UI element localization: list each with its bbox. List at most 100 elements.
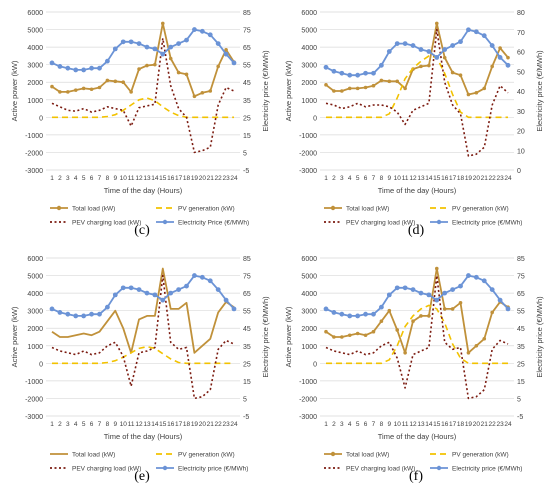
y-tick-label: 6000 — [27, 256, 43, 263]
x-tick-label: 11 — [402, 175, 409, 182]
y-tick-label: -2000 — [299, 396, 317, 403]
legend-swatch-marker — [436, 219, 442, 225]
x-tick-label: 9 — [113, 421, 117, 428]
data-point — [152, 292, 158, 298]
data-point — [410, 43, 416, 48]
y2-tick-label: 10 — [517, 148, 525, 155]
x-tick-label: 10 — [120, 421, 128, 428]
x-tick-label: 19 — [465, 175, 473, 182]
data-point — [394, 41, 400, 46]
data-point — [490, 310, 494, 315]
data-point — [339, 70, 345, 76]
y2-tick-label: 5 — [517, 396, 521, 403]
data-point — [474, 90, 479, 95]
x-tick-label: 15 — [159, 421, 167, 428]
data-point — [81, 313, 87, 319]
y-tick-label: 5000 — [27, 28, 43, 35]
data-point — [207, 278, 213, 284]
data-point — [223, 297, 229, 303]
x-tick-label: 14 — [151, 421, 159, 428]
x-tick-label: 10 — [394, 421, 402, 428]
data-point — [347, 313, 353, 319]
data-point — [427, 63, 431, 68]
data-point — [81, 86, 86, 91]
y-tick-label: 3000 — [301, 63, 317, 70]
x-tick-label: 13 — [143, 421, 151, 428]
y-tick-label: -1000 — [25, 379, 43, 386]
x-tick-label: 12 — [135, 421, 143, 428]
y-tick-label: 6000 — [27, 10, 43, 17]
x-tick-label: 9 — [113, 175, 117, 182]
x-tick-label: 20 — [473, 175, 481, 182]
data-point — [136, 287, 142, 292]
legend-label: Total load (kW) — [72, 452, 115, 459]
data-point — [105, 78, 110, 83]
data-point — [442, 307, 447, 311]
x-tick-label: 19 — [191, 175, 199, 182]
x-tick-label: 19 — [191, 421, 199, 428]
chart-panel-4: -3000 -2000 -1000 0 1000 2000 3000 4000 5000 6000… — [284, 256, 544, 484]
data-point — [160, 51, 166, 57]
x-tick-label: 5 — [82, 175, 86, 182]
x-tick-label: 6 — [90, 175, 94, 182]
x-tick-label: 2 — [332, 175, 336, 182]
data-point — [144, 44, 150, 50]
x-tick-label: 8 — [380, 175, 384, 182]
data-point — [128, 39, 134, 45]
y2-tick-label: 25 — [243, 361, 251, 368]
y2-tick-label: 60 — [517, 50, 525, 57]
data-point — [442, 55, 447, 60]
data-point — [168, 56, 173, 61]
y2-tick-label: 50 — [517, 69, 525, 76]
x-tick-label: 3 — [340, 175, 344, 182]
data-point — [402, 285, 408, 291]
x-tick-label: 9 — [387, 421, 391, 428]
y2-tick-label: 55 — [243, 63, 251, 70]
data-point — [331, 68, 337, 74]
data-point — [419, 64, 423, 69]
y2-tick-label: 85 — [517, 256, 525, 263]
x-tick-label: 11 — [402, 421, 409, 428]
data-point — [402, 41, 408, 46]
y-tick-label: -1000 — [299, 133, 317, 140]
data-point — [410, 287, 416, 292]
y-tick-label: -2000 — [299, 150, 317, 157]
data-point — [136, 41, 142, 46]
data-point — [434, 297, 440, 303]
data-point — [73, 88, 78, 92]
legend-label: PV generation (kW) — [452, 206, 509, 213]
y-tick-label: 1000 — [301, 344, 317, 351]
x-tick-label: 6 — [364, 175, 368, 182]
data-point — [458, 300, 463, 305]
y2-tick-label: 30 — [517, 109, 525, 116]
data-point — [168, 290, 174, 296]
data-point — [184, 37, 189, 43]
y2-tick-label: 65 — [517, 291, 525, 298]
data-point — [458, 73, 463, 77]
y-tick-label: 4000 — [301, 45, 317, 52]
data-point — [427, 314, 431, 318]
x-tick-label: 23 — [496, 175, 504, 182]
x-tick-label: 16 — [167, 421, 175, 428]
data-point — [426, 292, 432, 298]
x-tick-label: 22 — [489, 175, 497, 182]
data-point — [120, 39, 126, 45]
series-line-3 — [325, 274, 509, 400]
series-line-4 — [325, 274, 509, 317]
x-tick-label: 2 — [58, 175, 62, 182]
data-point — [50, 84, 54, 89]
data-point — [152, 46, 158, 52]
y-tick-label: 5000 — [27, 274, 43, 281]
x-tick-label: 10 — [120, 175, 128, 182]
y2-tick-label: 25 — [243, 115, 251, 122]
data-point — [481, 278, 487, 284]
legend-label: PEV charging load (kW) — [72, 220, 141, 227]
data-point — [176, 287, 182, 292]
data-point — [395, 79, 400, 84]
x-tick-label: 21 — [481, 175, 489, 182]
y2-axis-title: Electricity price (€/MWh) — [261, 50, 270, 132]
data-point — [215, 287, 221, 292]
x-tick-label: 24 — [230, 421, 238, 428]
legend-label: Total load (kW) — [346, 206, 389, 213]
